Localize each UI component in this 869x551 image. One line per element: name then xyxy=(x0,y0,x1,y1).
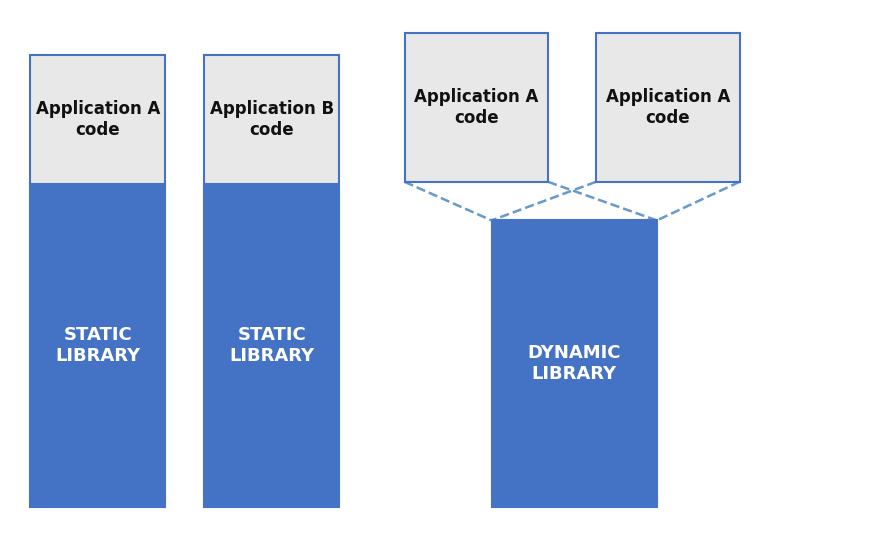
Bar xyxy=(204,184,339,507)
Bar xyxy=(204,55,339,184)
Bar xyxy=(404,33,547,182)
Text: Application A
code: Application A code xyxy=(605,88,729,127)
Text: STATIC
LIBRARY: STATIC LIBRARY xyxy=(229,326,314,365)
Text: Application B
code: Application B code xyxy=(209,100,334,139)
Text: Application A
code: Application A code xyxy=(414,88,538,127)
Text: STATIC
LIBRARY: STATIC LIBRARY xyxy=(56,326,140,365)
Text: DYNAMIC
LIBRARY: DYNAMIC LIBRARY xyxy=(527,344,620,383)
Bar xyxy=(595,33,739,182)
Bar xyxy=(30,55,165,184)
Text: Application A
code: Application A code xyxy=(36,100,160,139)
Bar xyxy=(30,184,165,507)
Bar xyxy=(491,220,656,507)
